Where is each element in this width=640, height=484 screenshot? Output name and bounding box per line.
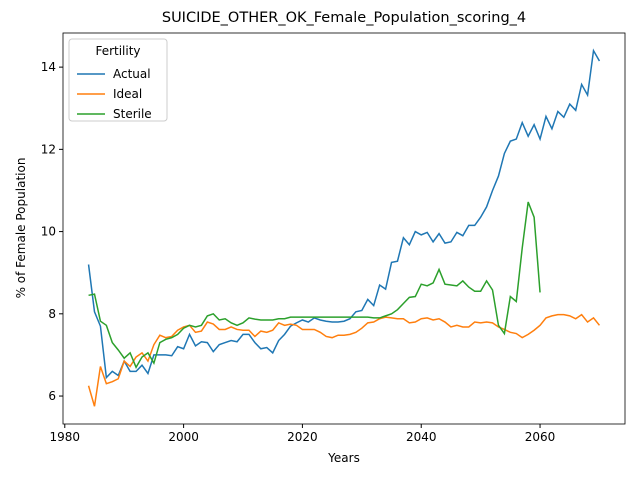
y-tick-label: 6 [48,389,56,403]
x-tick-label: 1980 [50,430,81,444]
chart-title: SUICIDE_OTHER_OK_Female_Population_scori… [162,10,526,26]
x-tick-label: 2000 [168,430,199,444]
y-tick-label: 14 [41,60,56,74]
y-tick-label: 10 [41,225,56,239]
series-line [88,201,541,369]
y-axis-label: % of Female Population [14,158,28,299]
legend-label: Ideal [113,87,142,101]
legend-label: Sterile [113,107,152,121]
x-tick-label: 2040 [406,430,437,444]
legend-box [68,38,168,122]
y-tick-label: 12 [41,142,56,156]
x-tick-label: 2020 [287,430,318,444]
series-line [87,313,601,407]
series-line [87,48,601,380]
x-axis-label: Years [327,451,360,465]
legend-title: Fertility [95,44,140,58]
y-tick-label: 8 [48,307,56,321]
x-tick-label: 2060 [525,430,556,444]
plot-frame [62,32,626,425]
legend-label: Actual [113,67,151,81]
